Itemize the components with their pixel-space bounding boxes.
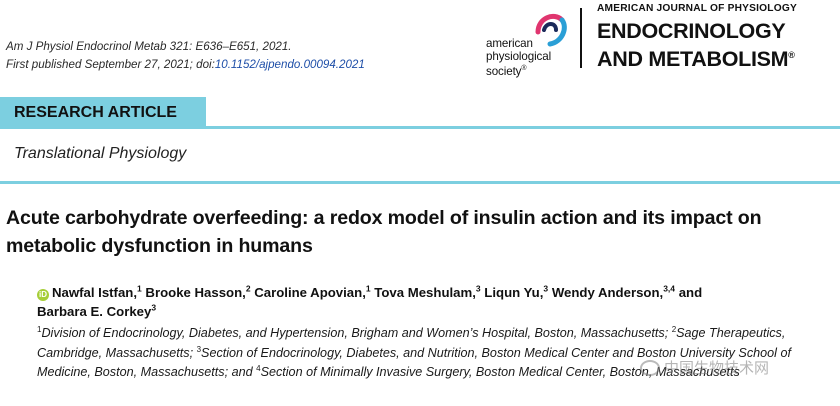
affiliation-text: Section of Endocrinology, Diabetes, and …: [37, 345, 791, 380]
journal-name: ENDOCRINOLOGY AND METABOLISM®: [597, 19, 797, 71]
watermark-text: 中国生物技术网: [664, 360, 770, 377]
author-affiliation: 3: [475, 283, 481, 294]
aps-word-society: society®: [486, 64, 527, 78]
affiliations: 1Division of Endocrinology, Diabetes, an…: [37, 324, 833, 383]
doi-link[interactable]: 10.1152/ajpendo.00094.2021: [214, 58, 365, 71]
citation-published-line: First published September 27, 2021; doi:…: [6, 56, 365, 74]
affiliation-number: 1: [37, 324, 42, 334]
article-title: Acute carbohydrate overfeeding: a redox …: [6, 207, 762, 257]
affiliation-number: 2: [671, 324, 677, 334]
aps-word-american: american: [486, 37, 533, 50]
aps-word-physiological: physiological: [486, 49, 552, 63]
aps-swirl-icon: [535, 14, 567, 47]
author-affiliation: 3: [543, 283, 549, 294]
affiliation-number: 3: [196, 344, 202, 354]
author-list: iD Nawfal Istfan,1 Brooke Hasson,2 Caroli…: [37, 283, 837, 321]
aps-logo[interactable]: american physiological society®: [486, 8, 570, 92]
author-name[interactable]: Tova Meshulam,: [374, 285, 476, 300]
citation-line: Am J Physiol Endocrinol Metab 321: E636–…: [6, 40, 292, 53]
author-affiliation: 2: [245, 283, 251, 294]
author-affiliation: 3,4: [663, 283, 676, 294]
watermark: 中国生物技术网: [640, 357, 769, 378]
author-name[interactable]: Wendy Anderson,: [551, 285, 664, 300]
aps-trademark: ®: [521, 65, 527, 72]
affiliation-number: 4: [256, 363, 261, 373]
wechat-icon: [640, 359, 660, 376]
logo-divider: [580, 8, 582, 68]
affiliation-text: Division of Endocrinology, Diabetes, and…: [41, 326, 672, 340]
author-name[interactable]: Brooke Hasson,: [145, 285, 246, 300]
journal-name-line2: AND METABOLISM®: [597, 47, 795, 72]
aps-wordmark: american physiological society®: [486, 37, 552, 78]
journal-masthead[interactable]: AMERICAN JOURNAL OF PHYSIOLOGY ENDOCRINO…: [597, 3, 797, 71]
journal-name-line1: ENDOCRINOLOGY: [597, 19, 786, 43]
author-name[interactable]: Nawfal Istfan,: [52, 285, 138, 300]
author-affiliation: 1: [137, 283, 142, 294]
section-rule-top: [0, 126, 840, 129]
author-conjunction: and: [678, 285, 703, 300]
section-rule-bottom: [0, 181, 840, 184]
author-affiliation: 3: [151, 302, 157, 313]
author-name[interactable]: Liqun Yu,: [484, 285, 544, 300]
section-label: Translational Physiology: [14, 145, 187, 162]
citation-block: Am J Physiol Endocrinol Metab 321: E636–…: [6, 38, 365, 74]
author-affiliation: 1: [365, 283, 371, 294]
journal-trademark: ®: [788, 50, 795, 60]
author-name[interactable]: Caroline Apovian,: [254, 285, 366, 300]
affiliation-text: Sage Therapeutics, Cambridge, Massachuse…: [37, 326, 786, 360]
journal-series: AMERICAN JOURNAL OF PHYSIOLOGY: [597, 3, 797, 14]
published-label: First published September 27, 2021; doi:: [6, 58, 215, 71]
article-type-tab: RESEARCH ARTICLE: [0, 97, 206, 128]
orcid-icon[interactable]: iD: [37, 289, 49, 301]
author-name[interactable]: Barbara E. Corkey: [37, 304, 152, 319]
affiliation-text: Section of Minimally Invasive Surgery, B…: [260, 365, 740, 379]
